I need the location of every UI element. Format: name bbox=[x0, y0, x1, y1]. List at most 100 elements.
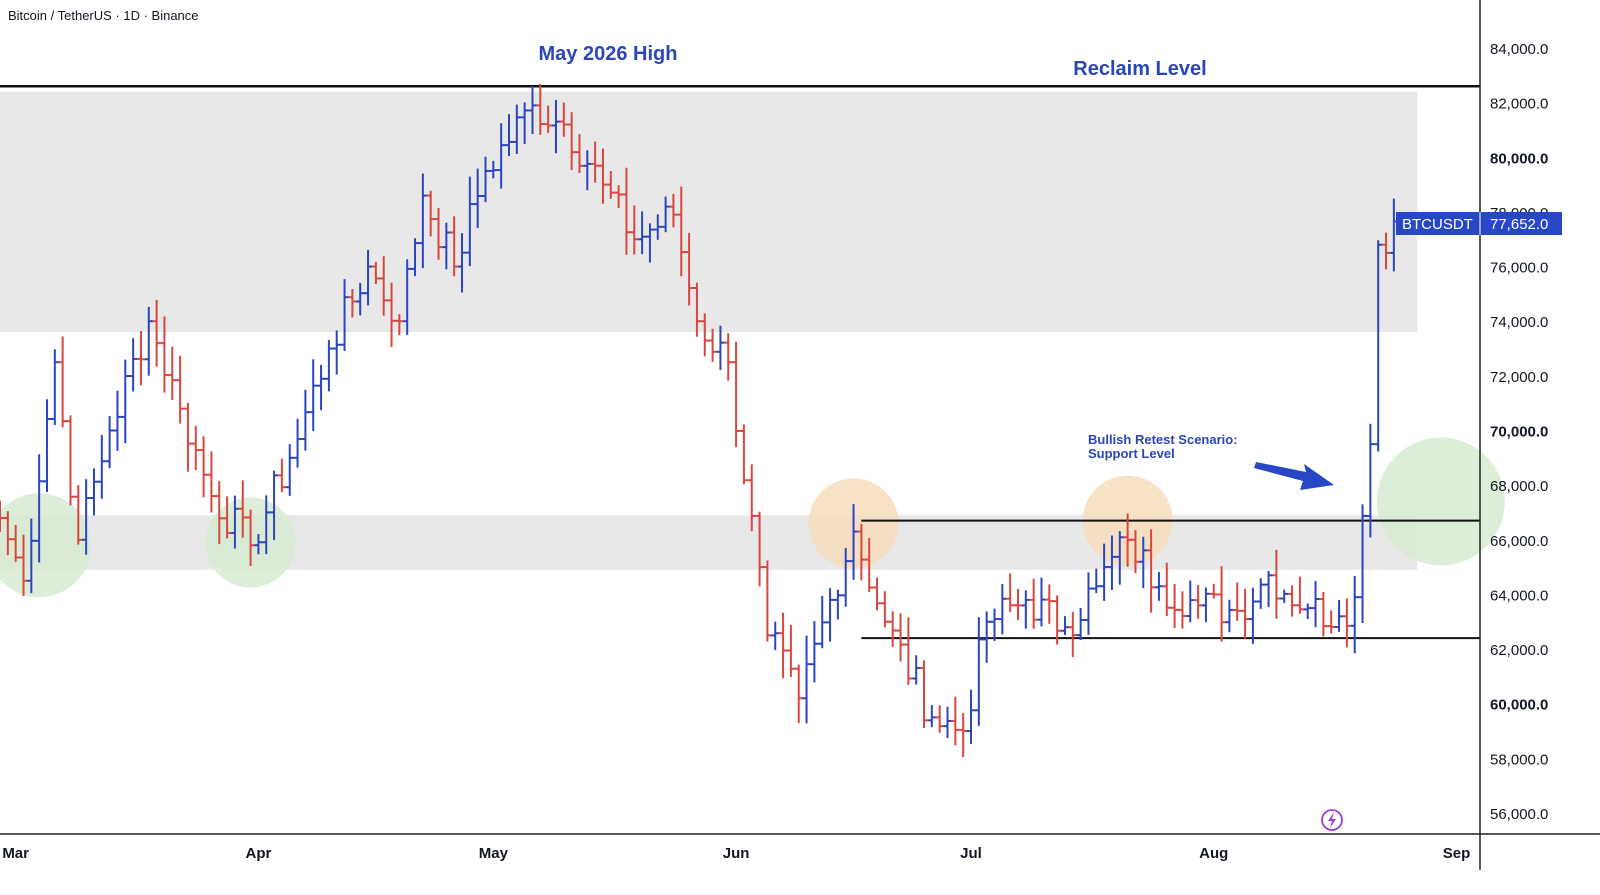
ohlc-bar bbox=[418, 173, 427, 269]
ohlc-bar bbox=[1288, 585, 1297, 617]
ohlc-bar bbox=[1154, 571, 1163, 601]
ohlc-bar bbox=[1280, 589, 1289, 604]
ohlc-bar bbox=[199, 436, 208, 498]
ohlc-bar bbox=[716, 325, 725, 370]
ohlc-bar bbox=[387, 282, 396, 348]
ohlc-bar bbox=[779, 612, 788, 679]
ohlc-bar bbox=[739, 424, 748, 485]
ohlc-bar bbox=[1162, 562, 1171, 617]
ohlc-bar bbox=[1311, 581, 1320, 628]
ohlc-bar bbox=[1194, 585, 1203, 619]
ohlc-bar bbox=[818, 595, 827, 649]
ohlc-bar bbox=[144, 306, 153, 376]
ohlc-bar bbox=[497, 123, 506, 189]
ohlc-bar bbox=[1374, 240, 1383, 452]
ohlc-bar bbox=[732, 341, 741, 448]
ohlc-bar bbox=[1021, 590, 1030, 629]
y-axis[interactable]: 56,000.0 58,000.0 60,000.0 62,000.0 64,000.0… bbox=[1490, 41, 1548, 823]
ohlc-bar bbox=[927, 705, 936, 728]
ohlc-bar bbox=[1053, 595, 1062, 645]
ohlc-bar bbox=[246, 509, 255, 566]
reclaim-annotation: Reclaim Level bbox=[1073, 58, 1206, 80]
ohlc-bar bbox=[1350, 576, 1359, 654]
ohlc-bar bbox=[1366, 423, 1375, 538]
ohlc-bar bbox=[724, 333, 733, 381]
ohlc-bar bbox=[1084, 572, 1093, 635]
ohlc-bar bbox=[1241, 588, 1250, 639]
ohlc-bar bbox=[183, 402, 192, 472]
ohlc-bar bbox=[481, 156, 490, 203]
ohlc-bar bbox=[982, 611, 991, 663]
ohlc-bar bbox=[207, 451, 216, 513]
ohlc-bar bbox=[614, 185, 623, 208]
ohlc-bar bbox=[450, 216, 459, 277]
ohlc-bar bbox=[285, 444, 294, 496]
ohlc-bar bbox=[1303, 603, 1312, 620]
ohlc-bar bbox=[1107, 535, 1116, 590]
ohlc-bar bbox=[1006, 573, 1015, 613]
y-tick-label: 62,000.0 bbox=[1490, 642, 1548, 659]
x-tick-label: Aug bbox=[1199, 845, 1228, 862]
ohlc-bar bbox=[912, 655, 921, 685]
zone-0 bbox=[0, 91, 1418, 333]
ohlc-bar bbox=[176, 355, 185, 424]
ohlc-bar bbox=[551, 100, 560, 154]
y-tick-label: 84,000.0 bbox=[1490, 41, 1548, 58]
ohlc-bar bbox=[826, 588, 835, 642]
ohlc-bar bbox=[434, 208, 443, 260]
ohlc-bar bbox=[324, 340, 333, 392]
ohlc-bar bbox=[270, 470, 279, 541]
ohlc-bar bbox=[129, 338, 138, 392]
ohlc-bar bbox=[967, 689, 976, 744]
ohlc-bar bbox=[1209, 583, 1218, 599]
ohlc-bar bbox=[277, 458, 286, 493]
y-tick-label: 68,000.0 bbox=[1490, 478, 1548, 495]
ohlc-bar bbox=[301, 389, 310, 451]
ohlc-bar bbox=[645, 223, 654, 263]
x-tick-label: Sep bbox=[1443, 845, 1471, 862]
ohlc-bar bbox=[685, 232, 694, 306]
ohlc-bar bbox=[959, 713, 968, 758]
ohlc-bar bbox=[528, 86, 537, 134]
ohlc-bar bbox=[332, 330, 341, 375]
ohlc-bar bbox=[708, 328, 717, 362]
ohlc-bar bbox=[230, 495, 239, 549]
ohlc-bar bbox=[340, 279, 349, 351]
ohlc-bar bbox=[1045, 584, 1054, 624]
ohlc-bar bbox=[1013, 588, 1022, 620]
ohlc-bar bbox=[591, 141, 600, 183]
ohlc-bar bbox=[223, 496, 232, 539]
ohlc-bar bbox=[794, 664, 803, 724]
x-axis[interactable]: Mar Apr May Jun Jul Aug Sep bbox=[2, 845, 1470, 862]
ohlc-bar bbox=[1131, 530, 1140, 574]
ohlc-bar bbox=[575, 134, 584, 173]
ohlc-bar bbox=[583, 150, 592, 191]
y-tick-label: 76,000.0 bbox=[1490, 260, 1548, 277]
current-price-label[interactable]: BTCUSDT 77,652.0 bbox=[1396, 212, 1562, 235]
ohlc-bar bbox=[309, 359, 318, 432]
ohlc-bar bbox=[97, 434, 106, 499]
ohlc-bar bbox=[998, 584, 1007, 635]
retest-annotation-line2: Support Level bbox=[1088, 446, 1175, 461]
ohlc-bar bbox=[136, 331, 145, 386]
symbol-title: Bitcoin / TetherUS · 1D · Binance bbox=[8, 8, 199, 23]
ohlc-bar bbox=[371, 261, 380, 285]
ohlc-bar bbox=[904, 617, 913, 685]
ohlc-bar bbox=[168, 346, 177, 400]
ohlc-bar bbox=[426, 190, 435, 237]
lightning-circle-icon[interactable] bbox=[1321, 809, 1343, 831]
ohlc-bar bbox=[74, 485, 83, 545]
x-tick-label: Apr bbox=[245, 845, 271, 862]
ohlc-bar bbox=[293, 418, 302, 468]
ohlc-bar bbox=[951, 696, 960, 746]
ohlc-bar bbox=[974, 617, 983, 726]
ohlc-bar bbox=[113, 390, 122, 451]
y-tick-label: 56,000.0 bbox=[1490, 806, 1548, 823]
x-tick-label: Jun bbox=[723, 845, 750, 862]
ohlc-bar bbox=[35, 454, 44, 563]
ohlc-bar bbox=[802, 635, 811, 724]
ohlc-bar bbox=[1139, 536, 1148, 589]
x-tick-label: Mar bbox=[2, 845, 29, 862]
ohlc-bar bbox=[19, 534, 28, 596]
